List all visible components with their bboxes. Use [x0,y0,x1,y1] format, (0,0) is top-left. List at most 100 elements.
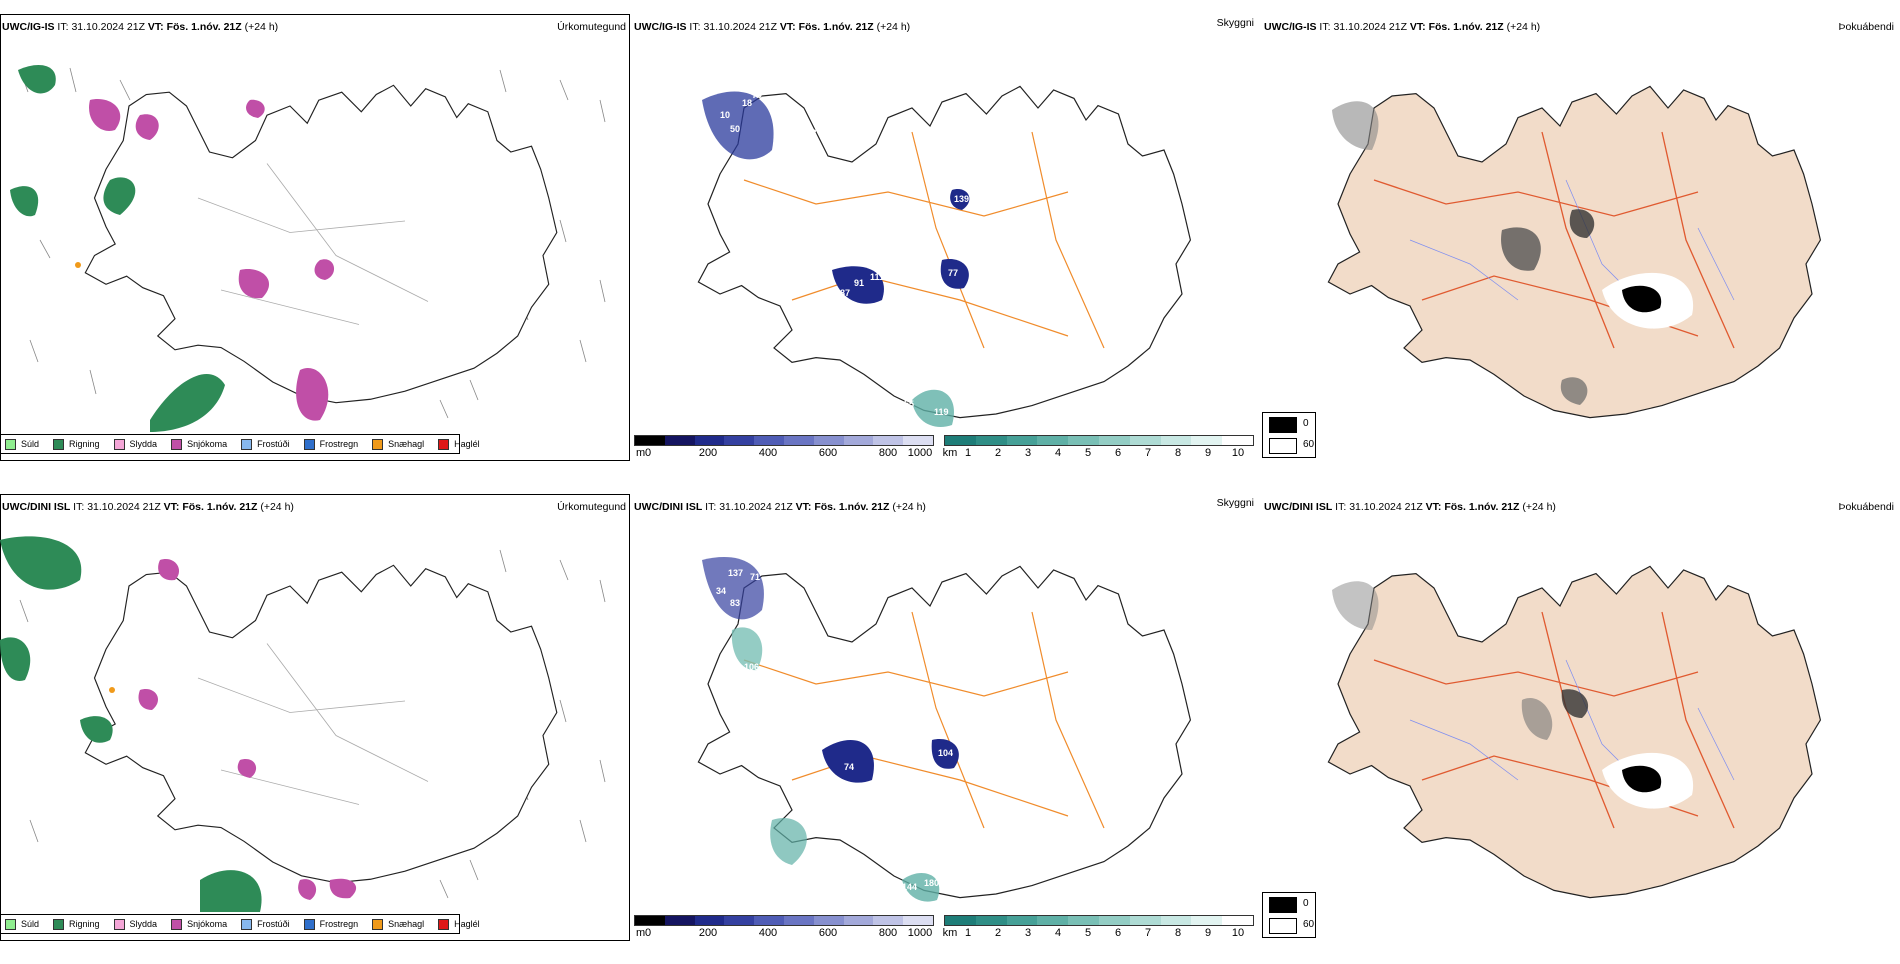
legend-swatch [372,918,384,930]
fog-legend-swatch [1269,438,1297,454]
panel-header: UWC/IG-IS IT: 31.10.2024 21Z VT: Fös. 1.… [634,21,911,33]
init-time: 31.10.2024 21Z [71,21,145,33]
vis-label: 104 [938,748,953,758]
precip-map [0,536,606,912]
vis-label: 91 [854,278,864,288]
legend-swatch [303,438,315,450]
legend-item: Frostúði [241,918,290,930]
precip-frame [0,494,630,941]
legend-item: Snæhagl [372,918,424,930]
legend-swatch [113,438,125,450]
visibility-panel: UWC/IG-IS IT: 31.10.2024 21Z VT: Fös. 1.… [632,14,1262,484]
panel-header: UWC/IG-IS IT: 31.10.2024 21Z VT: Fös. 1.… [2,21,278,33]
vis-label: 119 [934,407,949,417]
vis-label: 70 [752,90,762,100]
vis-label: 77 [948,268,958,278]
legend-swatch [5,918,16,930]
legend-item: Súld [5,918,39,930]
legend-swatch [171,918,183,930]
vt-label: VT: [147,21,164,33]
vis-label: 113 [802,128,817,138]
visibility-title: Skyggni [1216,17,1254,29]
fog-title: Þokuábendi [1838,501,1894,513]
panel-header: UWC/IG-IS IT: 31.10.2024 21Z VT: Fös. 1.… [1264,21,1541,33]
colorbar-ticks: m 0 200 400 600 800 1000 [636,447,933,459]
colorbar-bars [634,435,934,446]
legend-swatch [372,438,384,450]
forecast-row-ig-is: UWC/IG-IS IT: 31.10.2024 21Z VT: Fös. 1.… [0,14,1900,484]
visibility-title: Skyggni [1216,497,1254,509]
legend-item: Snjókoma [171,438,227,450]
visibility-areas [702,91,970,428]
vis-label: 74 [844,762,854,772]
fog-shading [1332,101,1694,405]
legend-item: Haglél [438,438,480,450]
fog-title: Þokuábendi [1838,21,1894,33]
legend-item: Snæhagl [372,438,424,450]
model-name: UWC/IG-IS [2,21,55,33]
fog-legend: 0 60 [1262,412,1316,458]
vis-label: 48 [742,202,752,212]
vis-label: 10 [720,110,730,120]
valid-time: Fös. 1.nóv. 21Z [166,21,242,33]
colorbar-meters: m 0 200 400 600 800 1000 [634,915,934,940]
panel-header: UWC/DINI ISL IT: 31.10.2024 21Z VT: Fös.… [2,501,294,513]
fog-legend-swatch [1269,897,1297,913]
legend-swatch [171,438,183,450]
fog-legend-swatch [1269,918,1297,934]
vis-label: 38 [770,96,780,106]
legend-swatch [53,438,65,450]
fog-map [1327,85,1822,419]
vis-label: 69 [702,246,712,256]
vis-label: 18 [742,98,752,108]
vis-label: 34 [716,586,726,596]
visibility-labels: 10 18 50 70 79 113 48 38 91 111 87 77 13… [702,90,969,417]
colorbar-km: km 1 2 3 4 5 6 7 8 9 10 [942,435,1254,460]
vis-label: 137 [734,712,749,722]
colorbar-meters: m 0 200 400 600 800 1000 [634,435,934,460]
precip-title: Úrkomutegund [557,501,626,513]
fog-legend-swatch [1269,417,1297,433]
precip-title: Úrkomutegund [557,21,626,33]
precip-type-panel: UWC/DINI ISL IT: 31.10.2024 21Z VT: Fös.… [0,494,632,964]
vis-label: 144 [902,882,917,892]
legend-item: Frostregn [303,918,358,930]
fog-index-panel: UWC/IG-IS IT: 31.10.2024 21Z VT: Fös. 1.… [1262,14,1900,484]
visibility-map: 10 18 50 70 79 113 48 38 91 111 87 77 13… [697,85,1192,428]
legend-item: Súld [5,438,39,450]
precip-legend: Súld Rigning Slydda Snjókoma Frostúði Fr… [0,914,480,934]
vis-label: 36 [772,704,782,714]
lead-time: (+24 h) [244,21,279,33]
legend-item: Rigning [53,438,100,450]
legend-swatch [438,438,450,450]
colorbar-ticks: km 1 2 3 4 5 6 7 8 9 10 [942,447,1245,459]
vis-label: 139 [954,194,969,204]
vis-label: 87 [840,288,850,298]
vis-label: 71 [750,572,760,582]
precip-areas [10,65,335,432]
visibility-panel: UWC/DINI ISL IT: 31.10.2024 21Z VT: Fös.… [632,494,1262,964]
legend-swatch [5,438,16,450]
fog-legend: 0 60 [1262,892,1316,938]
panel-header: UWC/DINI ISL IT: 31.10.2024 21Z VT: Fös.… [634,501,926,513]
forecast-row-dini-isl: UWC/DINI ISL IT: 31.10.2024 21Z VT: Fös.… [0,494,1900,964]
vis-label: 106 [744,662,759,672]
legend-swatch [303,918,315,930]
legend-item: Slydda [113,918,157,930]
legend-item: Frostúði [241,438,290,450]
precip-legend: Súld Rigning Slydda Snjókoma Frostúði Fr… [0,434,480,454]
legend-swatch [241,438,253,450]
vis-label: 83 [730,598,740,608]
vis-label: 50 [730,124,740,134]
legend-item: Rigning [53,918,100,930]
vis-label: 55 [904,399,914,409]
panel-header: UWC/DINI ISL IT: 31.10.2024 21Z VT: Fös.… [1264,501,1556,513]
legend-swatch [113,918,125,930]
vis-label: 79 [762,156,772,166]
precip-type-panel: UWC/IG-IS IT: 31.10.2024 21Z VT: Fös. 1.… [0,14,632,484]
legend-item: Slydda [113,438,157,450]
colorbar-bars [944,435,1254,446]
legend-swatch [53,918,65,930]
it-label: IT: [57,21,69,33]
precip-map [10,65,606,432]
